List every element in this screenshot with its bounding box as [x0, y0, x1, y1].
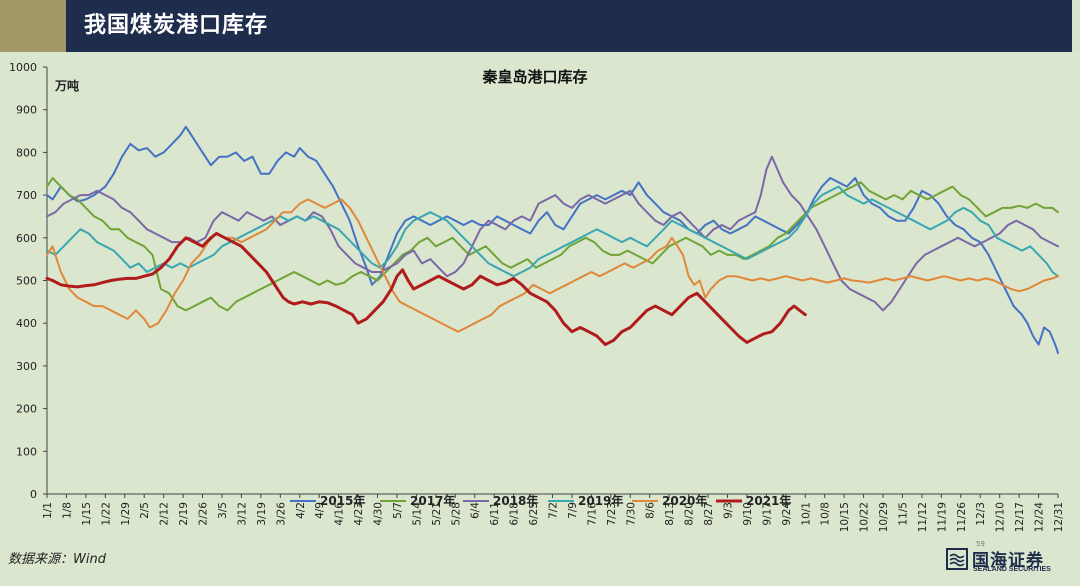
x-tick-label: 1/22	[100, 502, 112, 526]
series-line	[46, 177, 1059, 312]
x-tick-label: 10/1	[800, 502, 812, 526]
page-title: 我国煤炭港口库存	[84, 13, 269, 38]
x-tick-label: 12/3	[975, 502, 987, 526]
x-tick-label: 7/30	[625, 502, 637, 526]
x-tick-label: 5/28	[450, 502, 462, 526]
x-tick-label: 9/17	[761, 502, 773, 526]
x-tick-label: 2/19	[178, 502, 190, 526]
x-tick-label: 4/16	[334, 502, 346, 526]
sealand-logo-icon	[946, 548, 968, 570]
x-tick-label: 10/29	[878, 502, 890, 532]
y-tick-label: 700	[16, 189, 37, 202]
x-tick-label: 7/2	[548, 502, 560, 519]
header-accent-block	[0, 0, 66, 52]
legend-label: 2015年	[320, 493, 365, 508]
logo-text-cn: 国海证券	[972, 551, 1044, 571]
x-tick-label: 8/6	[645, 502, 657, 519]
x-tick-label: 5/7	[392, 502, 404, 519]
x-tick-label: 1/8	[61, 502, 73, 519]
y-tick-label: 300	[16, 360, 37, 373]
series-line	[46, 155, 1059, 312]
x-tick-label: 11/26	[956, 502, 968, 533]
legend-label: 2021年	[746, 493, 791, 508]
x-tick-label: 12/31	[1053, 502, 1065, 532]
x-tick-label: 6/18	[509, 502, 521, 526]
y-tick-label: 1000	[9, 61, 37, 74]
x-tick-label: 3/26	[275, 502, 287, 526]
source-note: 数据来源：Wind	[8, 552, 106, 567]
x-tick-label: 10/8	[820, 502, 832, 526]
y-axis-title: 万吨	[54, 78, 79, 93]
x-tick-label: 5/21	[431, 502, 443, 526]
x-tick-label: 4/9	[314, 502, 326, 519]
x-tick-label: 2/12	[159, 502, 171, 526]
y-tick-label: 500	[16, 275, 37, 288]
y-tick-label: 100	[16, 445, 37, 458]
x-tick-label: 1/29	[120, 502, 132, 526]
x-tick-label: 11/5	[897, 502, 909, 526]
page-number: 59	[976, 540, 985, 548]
y-tick-label: 200	[16, 403, 37, 416]
x-tick-label: 12/17	[1014, 502, 1026, 532]
x-tick-label: 8/13	[664, 502, 676, 526]
sealand-logo: 国海证券 SEALAND SECURITIES	[946, 544, 1074, 578]
x-tick-label: 3/5	[217, 502, 229, 519]
legend-label: 2019年	[578, 493, 623, 508]
legend-label: 2018年	[493, 493, 538, 508]
series-line	[45, 232, 807, 347]
line-chart: 0 100 200 300 400 500 600 700 800 900 1000 万吨 秦皇岛港口库…	[9, 61, 1065, 533]
x-tick-label: 11/19	[936, 502, 948, 532]
x-tick-label: 1/1	[42, 502, 54, 519]
x-tick-label: 6/25	[528, 502, 540, 526]
slide-header: 我国煤炭港口库存	[0, 0, 1080, 52]
x-tick-label: 7/9	[567, 502, 579, 519]
logo-text-en: SEALAND SECURITIES	[973, 566, 1051, 573]
series-line	[46, 125, 1059, 355]
x-tick-label: 11/12	[917, 502, 929, 532]
x-tick-label: 12/10	[995, 502, 1007, 532]
y-tick-label: 0	[30, 488, 37, 501]
x-tick-label: 5/14	[411, 502, 423, 526]
x-tick-label: 12/24	[1034, 502, 1046, 533]
x-tick-label: 3/19	[256, 502, 268, 526]
x-tick-label: 9/24	[781, 502, 793, 526]
x-tick-label: 2/5	[139, 502, 151, 519]
x-tick-label: 4/2	[295, 502, 307, 519]
x-tick-label: 4/23	[353, 502, 365, 526]
x-tick-label: 9/10	[742, 502, 754, 526]
x-tick-label: 6/11	[489, 502, 501, 526]
x-tick-label: 8/20	[684, 502, 696, 526]
x-tick-label: 9/3	[722, 502, 734, 519]
legend-label: 2020年	[662, 493, 707, 508]
x-tick-label: 3/12	[236, 502, 248, 526]
header-title-bar	[66, 0, 1072, 52]
y-tick-label: 400	[16, 317, 37, 330]
x-tick-label: 1/15	[81, 502, 93, 526]
x-tick-label: 8/27	[703, 502, 715, 526]
y-tick-label: 600	[16, 232, 37, 245]
x-tick-label: 6/4	[470, 502, 482, 519]
series-line	[46, 185, 1059, 278]
x-tick-label: 7/16	[586, 502, 598, 526]
x-tick-label: 4/30	[373, 502, 385, 526]
x-tick-label: 10/22	[859, 502, 871, 532]
x-tick-label: 10/15	[839, 502, 851, 532]
x-tick-label: 2/26	[198, 502, 210, 526]
x-tick-label: 7/23	[606, 502, 618, 526]
y-tick-label: 800	[16, 146, 37, 159]
legend-label: 2017年	[410, 493, 455, 508]
chart-title: 秦皇岛港口库存	[481, 68, 587, 86]
y-tick-label: 900	[16, 104, 37, 117]
